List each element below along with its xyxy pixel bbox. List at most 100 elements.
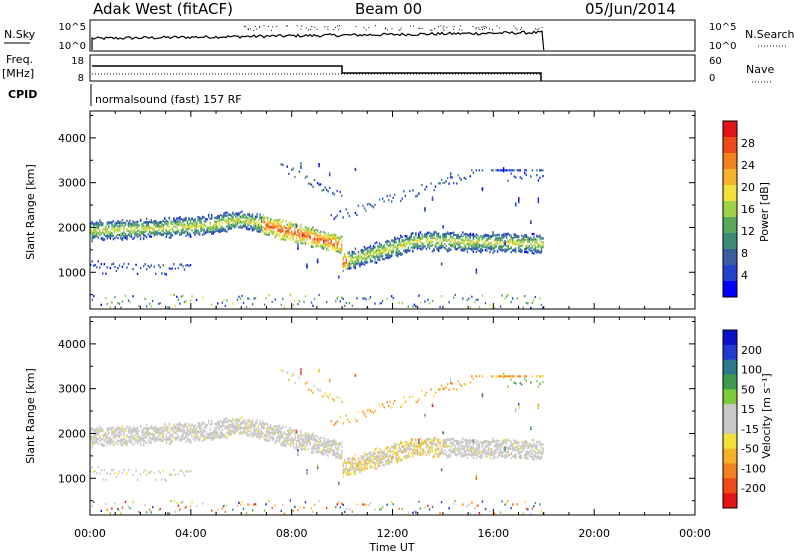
velocity-cell — [238, 418, 240, 421]
power-cell — [336, 241, 338, 244]
power-cell — [518, 241, 520, 245]
power-cell — [313, 237, 316, 241]
velocity-cell — [170, 442, 172, 445]
velocity-cell — [256, 421, 258, 425]
velocity-cell — [333, 442, 335, 445]
velocity-cell — [304, 432, 307, 435]
power-cell — [403, 242, 405, 245]
power-cell — [316, 258, 319, 261]
power-cell — [524, 238, 526, 241]
power-cell — [387, 256, 390, 260]
power-cell — [504, 297, 506, 300]
velocity-cell — [133, 442, 136, 445]
power-cell — [304, 231, 307, 234]
velocity-cell — [295, 430, 298, 433]
power-cell — [106, 223, 109, 226]
power-cell — [371, 249, 373, 252]
power-cell — [381, 257, 384, 261]
power-cell — [492, 231, 494, 234]
power-cell — [203, 220, 205, 223]
velocity-cell — [298, 438, 301, 441]
velocity-cell — [248, 429, 251, 432]
power-cell — [274, 298, 276, 301]
power-cell — [442, 225, 444, 228]
power-cell — [357, 259, 360, 262]
power-cell — [427, 231, 429, 234]
power-cell — [291, 168, 293, 171]
power-cell — [440, 295, 443, 298]
velocity-cell — [235, 427, 237, 430]
power-cell — [318, 235, 320, 238]
power-cell — [489, 250, 491, 254]
power-cell — [389, 249, 391, 252]
power-cell — [521, 249, 523, 252]
nsky-dot — [327, 26, 329, 28]
power-cell — [472, 240, 475, 243]
power-cell — [394, 239, 396, 242]
power-cell — [283, 306, 285, 309]
power-cell — [413, 303, 416, 306]
velocity-cell — [141, 431, 143, 434]
velocity-cell — [282, 426, 284, 429]
power-cell — [502, 169, 505, 172]
power-cell — [471, 169, 473, 172]
power-cell — [339, 210, 341, 213]
power-cell — [247, 221, 249, 224]
power-cell — [100, 303, 102, 306]
power-cell — [481, 187, 484, 190]
power-cell — [446, 231, 449, 235]
velocity-cell — [288, 431, 290, 434]
power-cell — [489, 242, 491, 245]
velocity-cell — [180, 501, 183, 504]
power-cell — [91, 237, 93, 240]
power-cell — [239, 224, 242, 227]
velocity-cell — [260, 435, 263, 438]
velocity-cell — [288, 428, 290, 431]
power-cell — [437, 182, 440, 185]
velocity-cell — [310, 507, 313, 510]
power-cell — [109, 237, 112, 240]
velocity-cell — [209, 427, 211, 430]
power-cell — [257, 230, 260, 233]
cpid-label: CPID — [8, 88, 37, 101]
power-cell — [315, 234, 317, 237]
power-cell — [418, 235, 420, 238]
power-cell — [142, 265, 145, 268]
velocity-cell — [212, 431, 214, 434]
power-cell — [338, 250, 340, 253]
velocity-cell — [223, 505, 225, 508]
power-cell — [322, 239, 325, 242]
nsky-dot — [327, 29, 329, 31]
power-cell — [540, 237, 543, 240]
power-cell — [511, 237, 514, 240]
power-cell — [173, 217, 175, 220]
power-cell — [218, 216, 220, 219]
velocity-cell — [259, 422, 261, 425]
velocity-cell — [268, 500, 270, 503]
velocity-cell — [115, 475, 118, 479]
velocity-cell — [262, 424, 264, 428]
power-cell — [230, 226, 233, 229]
power-cell — [292, 303, 295, 307]
velocity-cell — [262, 427, 264, 430]
velocity-cell — [136, 429, 139, 432]
power-cell — [422, 242, 425, 245]
power-cell — [374, 251, 376, 254]
velocity-cell — [242, 431, 245, 434]
velocity-cell — [173, 424, 175, 428]
velocity-cell — [173, 426, 175, 429]
power-cell — [283, 234, 285, 237]
power-cell — [487, 234, 490, 238]
power-cell — [415, 305, 417, 308]
power-cell — [188, 232, 190, 235]
power-cell — [392, 196, 394, 199]
power-cell — [490, 243, 493, 246]
power-cell — [413, 244, 416, 248]
power-cell — [383, 246, 385, 249]
power-cell — [289, 221, 292, 224]
velocity-cell — [106, 443, 109, 446]
power-cell — [427, 240, 429, 243]
power-cell — [294, 226, 296, 229]
power-cell — [130, 225, 133, 229]
power-cell — [183, 231, 186, 234]
